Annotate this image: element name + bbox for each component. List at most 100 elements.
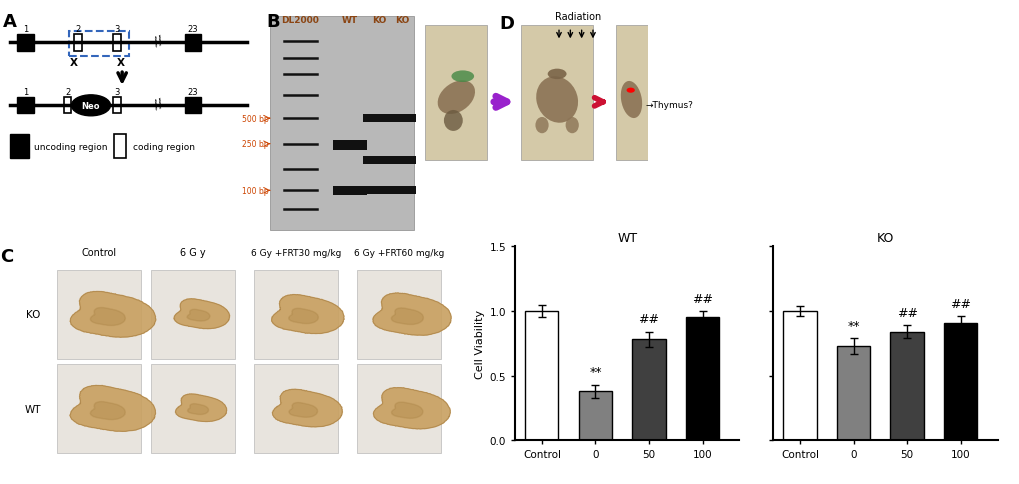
Y-axis label: Cell Viability: Cell Viability bbox=[475, 309, 485, 378]
Text: X: X bbox=[117, 58, 124, 67]
Text: 2: 2 bbox=[65, 88, 70, 96]
Text: ##: ## bbox=[949, 297, 970, 310]
Ellipse shape bbox=[71, 96, 110, 117]
Polygon shape bbox=[91, 308, 125, 326]
Bar bbox=[387, 157, 415, 165]
Bar bbox=[363, 157, 394, 165]
Bar bbox=[615, 26, 647, 161]
Text: 23: 23 bbox=[186, 25, 198, 34]
Polygon shape bbox=[288, 309, 318, 324]
Bar bbox=[685, 318, 718, 440]
Text: //: // bbox=[152, 96, 165, 111]
Bar bbox=[521, 26, 592, 161]
Bar bbox=[57, 270, 141, 360]
Text: 6 Gy +FRT30 mg/kg: 6 Gy +FRT30 mg/kg bbox=[251, 248, 341, 257]
Bar bbox=[254, 364, 338, 454]
Polygon shape bbox=[187, 404, 208, 415]
Polygon shape bbox=[175, 394, 226, 422]
Text: A: A bbox=[2, 13, 16, 31]
Bar bbox=[332, 186, 366, 196]
Bar bbox=[357, 270, 441, 360]
Text: //: // bbox=[152, 33, 165, 49]
Bar bbox=[357, 364, 441, 454]
Polygon shape bbox=[70, 386, 155, 431]
Text: uncoding region: uncoding region bbox=[34, 142, 107, 151]
Bar bbox=[836, 346, 869, 440]
Bar bbox=[151, 364, 234, 454]
Polygon shape bbox=[391, 402, 423, 419]
Bar bbox=[184, 35, 202, 51]
Text: B: B bbox=[266, 13, 280, 31]
Text: 6 G y: 6 G y bbox=[179, 247, 206, 257]
Bar bbox=[783, 311, 816, 440]
Text: Radiation: Radiation bbox=[554, 12, 600, 22]
Bar bbox=[387, 187, 415, 195]
Bar bbox=[425, 26, 487, 161]
Text: →Thymus?: →Thymus? bbox=[645, 101, 693, 109]
Bar bbox=[332, 141, 366, 150]
Ellipse shape bbox=[547, 70, 566, 80]
Bar bbox=[387, 115, 415, 123]
Ellipse shape bbox=[621, 82, 642, 119]
Bar bbox=[114, 135, 126, 158]
Text: WT: WT bbox=[25, 404, 42, 414]
Ellipse shape bbox=[437, 81, 475, 115]
Ellipse shape bbox=[443, 111, 463, 132]
Text: **: ** bbox=[589, 365, 601, 378]
Text: 2: 2 bbox=[75, 25, 81, 34]
Title: WT: WT bbox=[616, 231, 637, 244]
Text: 23: 23 bbox=[186, 88, 198, 96]
Text: C: C bbox=[0, 248, 13, 266]
Text: DL2000: DL2000 bbox=[281, 15, 319, 25]
Text: coding region: coding region bbox=[132, 142, 195, 151]
Text: X: X bbox=[70, 58, 77, 67]
Ellipse shape bbox=[535, 118, 548, 134]
Title: KO: KO bbox=[875, 231, 894, 244]
Polygon shape bbox=[90, 402, 125, 420]
Ellipse shape bbox=[566, 118, 578, 134]
Bar bbox=[578, 392, 611, 440]
Polygon shape bbox=[373, 388, 449, 429]
Bar bbox=[363, 187, 394, 195]
Bar bbox=[57, 364, 141, 454]
Ellipse shape bbox=[451, 71, 474, 83]
Polygon shape bbox=[271, 295, 343, 334]
Polygon shape bbox=[391, 308, 423, 325]
Polygon shape bbox=[288, 403, 317, 417]
Text: 3: 3 bbox=[114, 88, 119, 96]
Text: 1: 1 bbox=[23, 88, 29, 96]
Text: WT: WT bbox=[341, 15, 358, 25]
Polygon shape bbox=[373, 293, 450, 335]
Bar bbox=[113, 98, 120, 114]
Text: 100 bp: 100 bp bbox=[242, 186, 268, 196]
Ellipse shape bbox=[626, 89, 634, 93]
Text: ##: ## bbox=[638, 313, 659, 326]
Polygon shape bbox=[272, 390, 342, 427]
Bar bbox=[184, 98, 202, 114]
Bar bbox=[113, 35, 120, 51]
Text: KO: KO bbox=[394, 15, 410, 25]
Text: 3: 3 bbox=[114, 25, 119, 34]
Bar bbox=[363, 115, 394, 123]
Bar bbox=[68, 32, 128, 57]
Text: ##: ## bbox=[691, 292, 712, 305]
Bar bbox=[270, 16, 414, 230]
Bar bbox=[943, 323, 976, 440]
Bar bbox=[632, 340, 665, 440]
Bar bbox=[63, 98, 71, 114]
Bar bbox=[74, 35, 82, 51]
Bar bbox=[10, 135, 29, 158]
Text: Neo: Neo bbox=[82, 102, 100, 110]
Polygon shape bbox=[70, 292, 156, 337]
Polygon shape bbox=[174, 299, 229, 329]
Bar bbox=[525, 311, 558, 440]
Bar bbox=[16, 35, 34, 51]
Text: 500 bp: 500 bp bbox=[242, 114, 268, 123]
Bar bbox=[890, 332, 923, 440]
Ellipse shape bbox=[536, 77, 578, 123]
Text: ##: ## bbox=[896, 306, 917, 319]
Polygon shape bbox=[186, 310, 210, 321]
Text: **: ** bbox=[847, 319, 859, 332]
Text: D: D bbox=[499, 15, 515, 32]
Bar bbox=[16, 98, 34, 114]
